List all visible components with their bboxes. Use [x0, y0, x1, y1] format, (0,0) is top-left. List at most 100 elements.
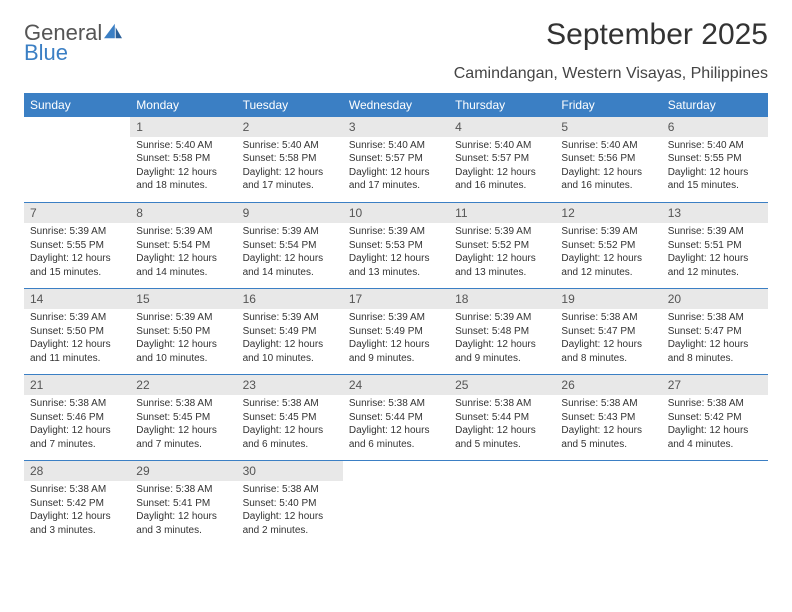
- calendar-week-row: 21Sunrise: 5:38 AMSunset: 5:46 PMDayligh…: [24, 375, 768, 461]
- sunset-text: Sunset: 5:55 PM: [668, 152, 762, 166]
- calendar-cell: 8Sunrise: 5:39 AMSunset: 5:54 PMDaylight…: [130, 203, 236, 289]
- day-content: Sunrise: 5:40 AMSunset: 5:57 PMDaylight:…: [343, 137, 449, 197]
- sunrise-text: Sunrise: 5:40 AM: [349, 139, 443, 153]
- sunset-text: Sunset: 5:54 PM: [136, 239, 230, 253]
- calendar-cell: 15Sunrise: 5:39 AMSunset: 5:50 PMDayligh…: [130, 289, 236, 375]
- day-content: Sunrise: 5:39 AMSunset: 5:50 PMDaylight:…: [130, 309, 236, 369]
- calendar-cell: 20Sunrise: 5:38 AMSunset: 5:47 PMDayligh…: [662, 289, 768, 375]
- calendar-cell: 6Sunrise: 5:40 AMSunset: 5:55 PMDaylight…: [662, 117, 768, 203]
- day-number: 28: [24, 461, 130, 481]
- calendar-cell: 11Sunrise: 5:39 AMSunset: 5:52 PMDayligh…: [449, 203, 555, 289]
- sunrise-text: Sunrise: 5:39 AM: [455, 311, 549, 325]
- sunrise-text: Sunrise: 5:38 AM: [136, 397, 230, 411]
- day-content: Sunrise: 5:39 AMSunset: 5:48 PMDaylight:…: [449, 309, 555, 369]
- sunset-text: Sunset: 5:58 PM: [136, 152, 230, 166]
- page: General Blue September 2025 Camindangan,…: [0, 0, 792, 565]
- day-number: 14: [24, 289, 130, 309]
- day-content: Sunrise: 5:39 AMSunset: 5:51 PMDaylight:…: [662, 223, 768, 283]
- sunset-text: Sunset: 5:51 PM: [668, 239, 762, 253]
- daylight-text: Daylight: 12 hours and 4 minutes.: [668, 424, 762, 451]
- sunset-text: Sunset: 5:57 PM: [455, 152, 549, 166]
- daylight-text: Daylight: 12 hours and 18 minutes.: [136, 166, 230, 193]
- day-number: 4: [449, 117, 555, 137]
- daylight-text: Daylight: 12 hours and 7 minutes.: [136, 424, 230, 451]
- weekday-heading: Tuesday: [237, 93, 343, 117]
- day-content: Sunrise: 5:39 AMSunset: 5:52 PMDaylight:…: [555, 223, 661, 283]
- sunset-text: Sunset: 5:46 PM: [30, 411, 124, 425]
- day-number: 1: [130, 117, 236, 137]
- sunset-text: Sunset: 5:42 PM: [668, 411, 762, 425]
- sunset-text: Sunset: 5:41 PM: [136, 497, 230, 511]
- calendar-cell: 24Sunrise: 5:38 AMSunset: 5:44 PMDayligh…: [343, 375, 449, 461]
- sunset-text: Sunset: 5:42 PM: [30, 497, 124, 511]
- day-number: 8: [130, 203, 236, 223]
- day-content: Sunrise: 5:39 AMSunset: 5:50 PMDaylight:…: [24, 309, 130, 369]
- day-content: Sunrise: 5:39 AMSunset: 5:49 PMDaylight:…: [343, 309, 449, 369]
- calendar-cell: 4Sunrise: 5:40 AMSunset: 5:57 PMDaylight…: [449, 117, 555, 203]
- calendar-table: Sunday Monday Tuesday Wednesday Thursday…: [24, 93, 768, 547]
- day-content: Sunrise: 5:38 AMSunset: 5:44 PMDaylight:…: [343, 395, 449, 455]
- day-content: Sunrise: 5:38 AMSunset: 5:42 PMDaylight:…: [662, 395, 768, 455]
- day-content: Sunrise: 5:40 AMSunset: 5:55 PMDaylight:…: [662, 137, 768, 197]
- sunrise-text: Sunrise: 5:38 AM: [30, 483, 124, 497]
- calendar-week-row: 1Sunrise: 5:40 AMSunset: 5:58 PMDaylight…: [24, 117, 768, 203]
- weekday-heading: Friday: [555, 93, 661, 117]
- day-number: 15: [130, 289, 236, 309]
- daylight-text: Daylight: 12 hours and 2 minutes.: [243, 510, 337, 537]
- calendar-cell: 21Sunrise: 5:38 AMSunset: 5:46 PMDayligh…: [24, 375, 130, 461]
- daylight-text: Daylight: 12 hours and 14 minutes.: [243, 252, 337, 279]
- daylight-text: Daylight: 12 hours and 13 minutes.: [455, 252, 549, 279]
- calendar-cell: 1Sunrise: 5:40 AMSunset: 5:58 PMDaylight…: [130, 117, 236, 203]
- day-number: 24: [343, 375, 449, 395]
- sunset-text: Sunset: 5:49 PM: [349, 325, 443, 339]
- weekday-heading: Wednesday: [343, 93, 449, 117]
- sunrise-text: Sunrise: 5:39 AM: [30, 225, 124, 239]
- sunrise-text: Sunrise: 5:40 AM: [455, 139, 549, 153]
- sunrise-text: Sunrise: 5:38 AM: [136, 483, 230, 497]
- day-content: Sunrise: 5:39 AMSunset: 5:53 PMDaylight:…: [343, 223, 449, 283]
- daylight-text: Daylight: 12 hours and 3 minutes.: [136, 510, 230, 537]
- daylight-text: Daylight: 12 hours and 15 minutes.: [668, 166, 762, 193]
- sunset-text: Sunset: 5:47 PM: [561, 325, 655, 339]
- sunset-text: Sunset: 5:55 PM: [30, 239, 124, 253]
- sunset-text: Sunset: 5:44 PM: [349, 411, 443, 425]
- sunset-text: Sunset: 5:45 PM: [243, 411, 337, 425]
- day-content: Sunrise: 5:38 AMSunset: 5:45 PMDaylight:…: [237, 395, 343, 455]
- day-content: Sunrise: 5:38 AMSunset: 5:45 PMDaylight:…: [130, 395, 236, 455]
- sunrise-text: Sunrise: 5:39 AM: [30, 311, 124, 325]
- daylight-text: Daylight: 12 hours and 8 minutes.: [668, 338, 762, 365]
- daylight-text: Daylight: 12 hours and 14 minutes.: [136, 252, 230, 279]
- day-content: Sunrise: 5:38 AMSunset: 5:40 PMDaylight:…: [237, 481, 343, 541]
- header: General Blue September 2025: [24, 18, 768, 63]
- daylight-text: Daylight: 12 hours and 8 minutes.: [561, 338, 655, 365]
- daylight-text: Daylight: 12 hours and 11 minutes.: [30, 338, 124, 365]
- daylight-text: Daylight: 12 hours and 9 minutes.: [455, 338, 549, 365]
- day-number: 6: [662, 117, 768, 137]
- sunset-text: Sunset: 5:50 PM: [30, 325, 124, 339]
- calendar-cell: 5Sunrise: 5:40 AMSunset: 5:56 PMDaylight…: [555, 117, 661, 203]
- sunrise-text: Sunrise: 5:38 AM: [30, 397, 124, 411]
- day-number: 19: [555, 289, 661, 309]
- day-number: 25: [449, 375, 555, 395]
- day-number: 2: [237, 117, 343, 137]
- brand-logo: General Blue: [24, 22, 124, 63]
- daylight-text: Daylight: 12 hours and 17 minutes.: [243, 166, 337, 193]
- sunrise-text: Sunrise: 5:39 AM: [243, 225, 337, 239]
- daylight-text: Daylight: 12 hours and 5 minutes.: [561, 424, 655, 451]
- day-number: 17: [343, 289, 449, 309]
- day-content: Sunrise: 5:38 AMSunset: 5:44 PMDaylight:…: [449, 395, 555, 455]
- calendar-week-row: 7Sunrise: 5:39 AMSunset: 5:55 PMDaylight…: [24, 203, 768, 289]
- calendar-week-row: 28Sunrise: 5:38 AMSunset: 5:42 PMDayligh…: [24, 461, 768, 547]
- page-title: September 2025: [546, 18, 768, 52]
- sunrise-text: Sunrise: 5:39 AM: [668, 225, 762, 239]
- sunset-text: Sunset: 5:52 PM: [455, 239, 549, 253]
- sunrise-text: Sunrise: 5:39 AM: [349, 311, 443, 325]
- day-number: 16: [237, 289, 343, 309]
- calendar-cell: [662, 461, 768, 547]
- day-content: Sunrise: 5:40 AMSunset: 5:58 PMDaylight:…: [237, 137, 343, 197]
- calendar-cell: 12Sunrise: 5:39 AMSunset: 5:52 PMDayligh…: [555, 203, 661, 289]
- daylight-text: Daylight: 12 hours and 16 minutes.: [561, 166, 655, 193]
- day-content: Sunrise: 5:38 AMSunset: 5:47 PMDaylight:…: [555, 309, 661, 369]
- calendar-cell: 10Sunrise: 5:39 AMSunset: 5:53 PMDayligh…: [343, 203, 449, 289]
- day-content: Sunrise: 5:39 AMSunset: 5:55 PMDaylight:…: [24, 223, 130, 283]
